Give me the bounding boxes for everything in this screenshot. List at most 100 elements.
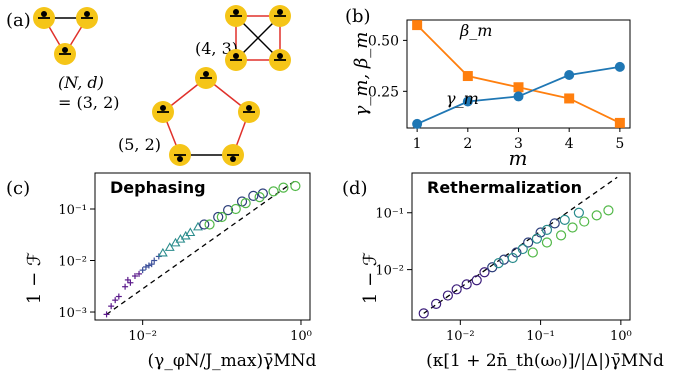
data-point-square (564, 93, 575, 104)
y-axis-label: γ_m, β_m (351, 32, 372, 117)
node-dot (177, 156, 183, 162)
graph-node (195, 67, 217, 89)
graph-node (269, 5, 291, 27)
data-point-plus (103, 311, 110, 318)
data-point-circle (257, 188, 268, 199)
data-point-square (462, 71, 473, 82)
node-dot (84, 11, 90, 17)
trend-line (106, 178, 298, 315)
data-point-circle (487, 262, 498, 273)
node-dot (246, 105, 252, 111)
data-point-plus (112, 297, 119, 304)
y-tick-label: 0.50 (368, 33, 399, 49)
graph-node (33, 7, 55, 29)
panel-a-label: (a) (6, 10, 31, 31)
x-tick-label: 10⁰ (610, 329, 632, 344)
data-point-circle (513, 91, 524, 102)
x-tick-label: 3 (514, 136, 523, 152)
data-point-plus (124, 276, 131, 283)
x-tick-label: 2 (463, 136, 472, 152)
graph-node (76, 7, 98, 29)
data-point-circle (541, 224, 553, 235)
data-point-circle (531, 233, 543, 244)
axes-frame (94, 172, 311, 321)
node-dot (62, 47, 68, 53)
data-point-circle (204, 219, 215, 230)
data-point-circle (451, 284, 462, 295)
graph-label-line-1: (N, d) (58, 73, 104, 92)
graph-pentagon (162, 77, 250, 156)
graph-node (225, 49, 247, 71)
data-point-circle (479, 267, 490, 278)
data-point-circle (199, 219, 210, 230)
data-point-circle (517, 243, 528, 255)
graph-node (54, 43, 76, 65)
data-point-circle (248, 190, 259, 201)
data-point-plus (151, 257, 158, 264)
data-point-circle (240, 198, 251, 209)
data-point-circle (541, 237, 553, 248)
node-dot (233, 53, 239, 59)
data-point-plus (136, 270, 143, 277)
data-point-circle (462, 96, 473, 107)
data-point-plus (145, 262, 152, 269)
data-point-square (614, 117, 625, 128)
data-point-plus (122, 283, 129, 290)
data-point-square (412, 20, 423, 31)
data-point-circle (523, 237, 534, 248)
y-tick-label: 10⁻¹ (375, 207, 404, 222)
data-point-circle (442, 290, 453, 301)
graph-node (152, 101, 174, 123)
x-axis-label: m (509, 146, 528, 170)
y-tick-label: 10⁻² (375, 264, 404, 279)
panel-c-xlabel: (γ_φN/J_max)γ̄MNd (148, 351, 317, 371)
panel-b-chart: 1 2 3 4 5 0.50 0.25 β_m γ_mm γ_m, β_m (351, 19, 631, 170)
panel-c-chart: 10⁻² 10⁰ 10⁻¹ 10⁻² 10⁻³ (58, 172, 312, 344)
data-point-circle (213, 211, 224, 223)
panel-c-label: (c) (6, 178, 30, 199)
graph-node (169, 144, 191, 166)
node-dot (233, 9, 239, 15)
data-point-circle (559, 214, 570, 225)
data-point-circle (603, 205, 614, 216)
graph-label-line-2: = (3, 2) (58, 93, 120, 112)
data-point-circle (555, 230, 567, 241)
data-point-triangle (164, 242, 175, 251)
x-tick-label: 5 (615, 136, 624, 152)
data-point-plus (142, 263, 149, 270)
panel-c-ylabel: 1 − ℱ (24, 252, 45, 304)
data-point-plus (131, 273, 138, 280)
data-point-circle (471, 275, 482, 286)
data-point-circle (527, 247, 538, 258)
data-point-circle (461, 279, 472, 290)
data-point-circle (418, 308, 429, 319)
data-point-circle (268, 186, 279, 197)
node-dot (160, 105, 166, 111)
panel-c-title: Dephasing (110, 178, 206, 197)
data-point-plus (115, 293, 122, 300)
panel-d-xlabel: (κ[1 + 2n̄_th(ω₀)]/|Δ|)γ̄MNd (426, 351, 664, 371)
data-point-circle (579, 216, 590, 227)
node-dot (41, 11, 47, 17)
panel-d-label: (d) (342, 178, 368, 199)
x-tick-label: 10⁻² (446, 329, 475, 344)
data-point-plus (108, 303, 115, 310)
panel-d-chart: 10⁻² 10⁻¹ 10⁰ 10⁻¹ 10⁻² (375, 172, 632, 344)
data-point-circle (614, 61, 625, 72)
data-point-square (513, 82, 524, 93)
x-tick-label: 10⁰ (290, 329, 312, 344)
data-point-circle (511, 247, 522, 258)
data-point-circle (278, 182, 289, 193)
series-line (416, 24, 621, 124)
data-point-circle (216, 211, 227, 223)
data-point-circle (507, 252, 518, 264)
graph-nodes (33, 5, 291, 166)
node-dot (277, 9, 283, 15)
data-point-circle (564, 70, 575, 81)
data-point-circle (431, 298, 442, 309)
x-tick-label: 10⁻² (128, 329, 157, 344)
data-point-circle (290, 180, 301, 192)
x-tick-label: 10⁻¹ (526, 329, 555, 344)
panel-b-label: (b) (345, 6, 371, 27)
